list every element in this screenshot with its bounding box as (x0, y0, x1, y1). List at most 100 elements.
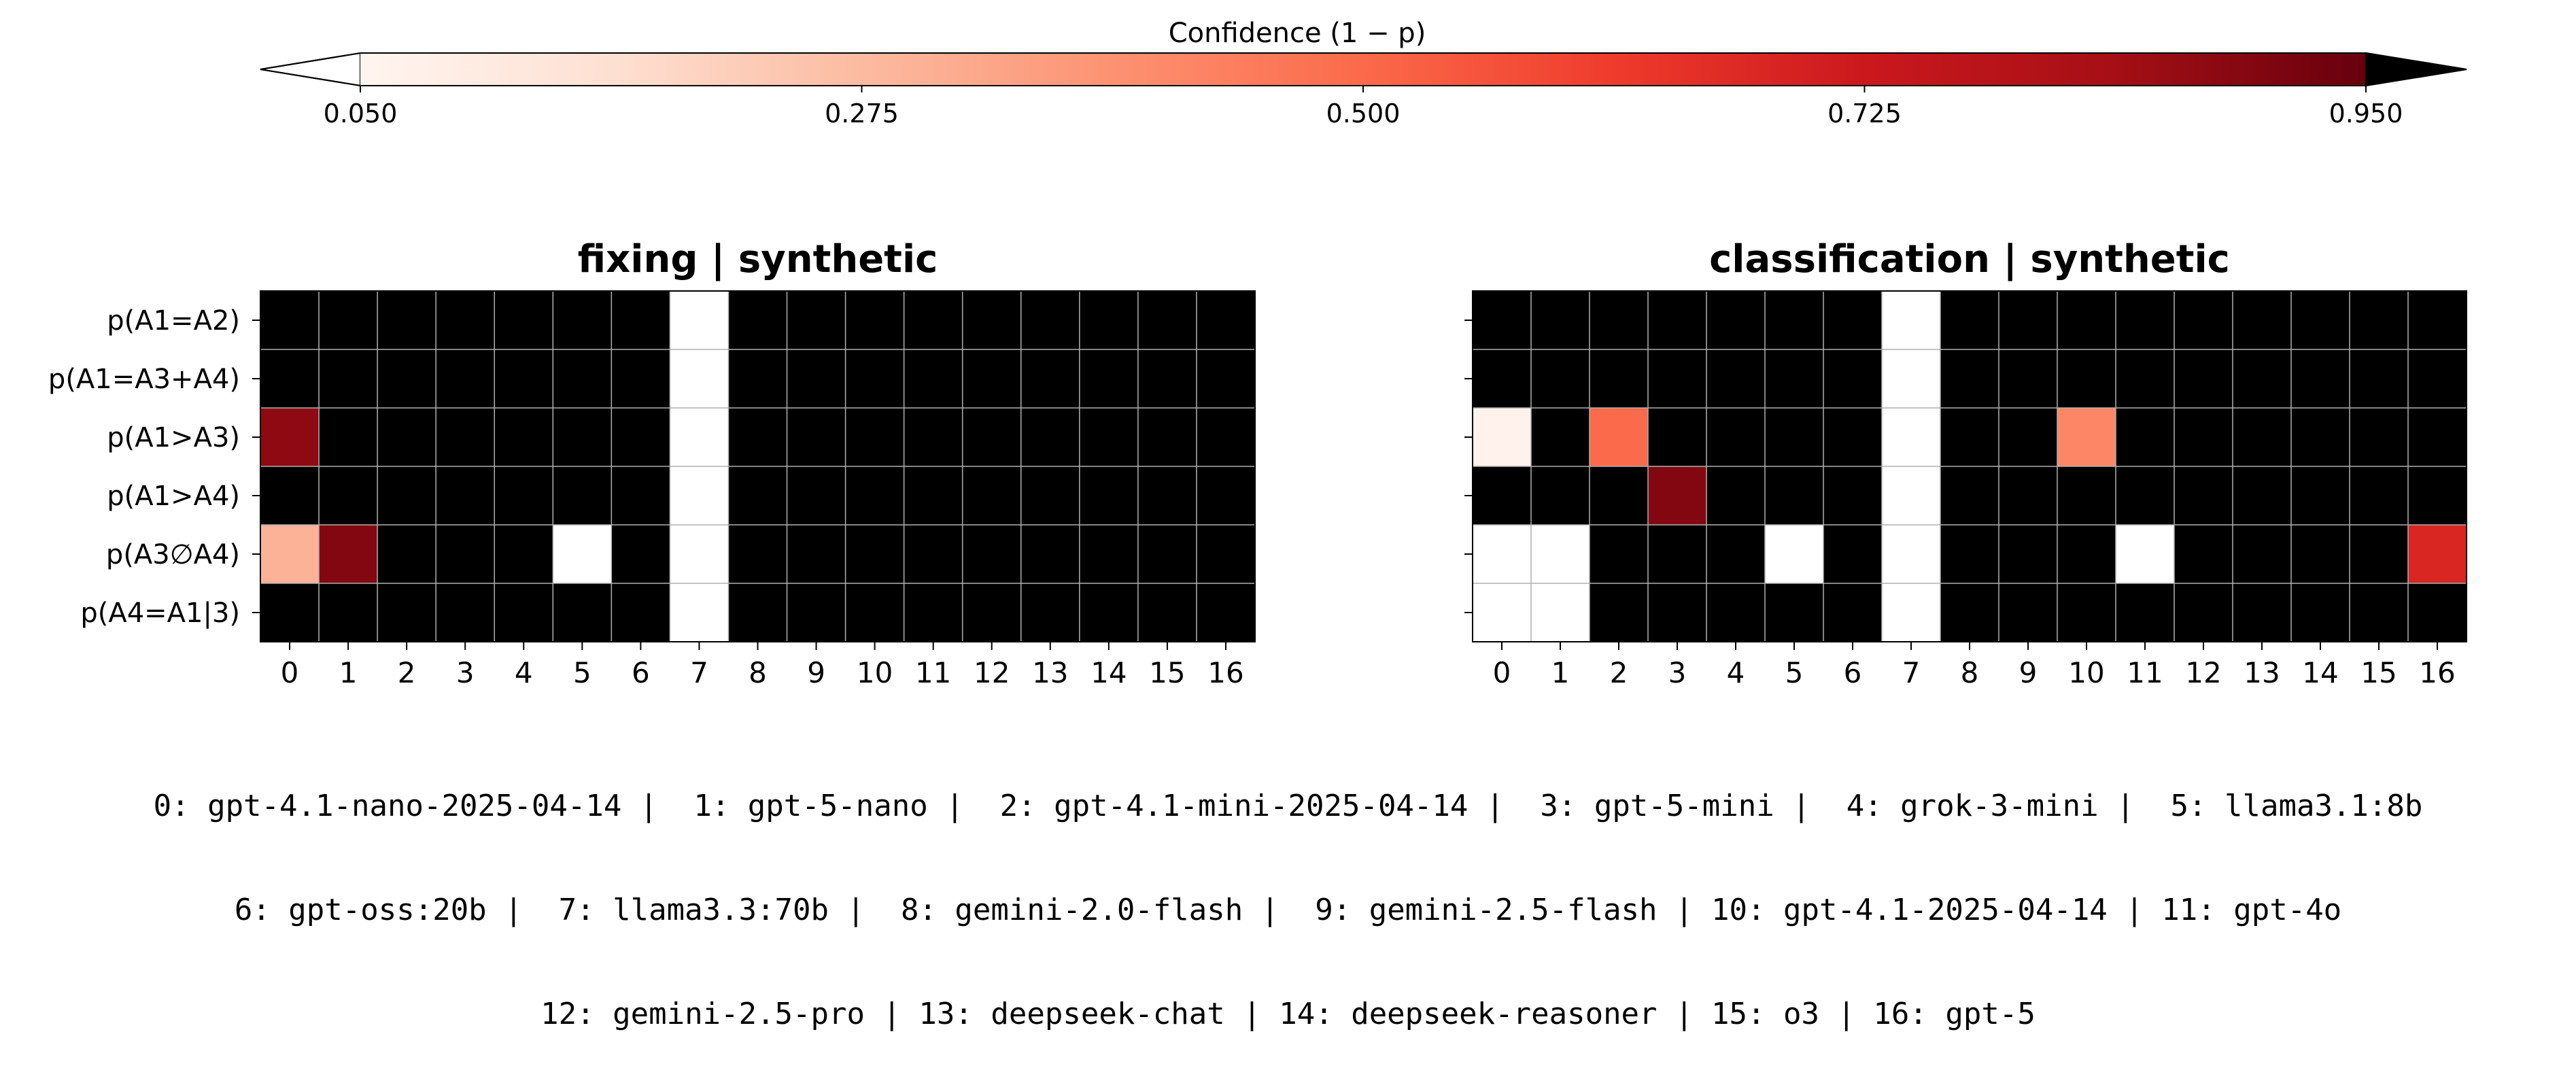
heatmap-cell (2174, 466, 2233, 526)
heatmap-cell (436, 349, 495, 409)
heatmap-cell (1765, 583, 1824, 642)
x-tick-label: 13 (2244, 656, 2280, 689)
heatmap-cell (1648, 525, 1707, 584)
heatmap-cell (260, 525, 320, 584)
heatmap-cell (1531, 291, 1590, 350)
heatmap-cell (1706, 466, 1766, 526)
heatmap-cell (2116, 583, 2175, 642)
heatmap-cell (2291, 583, 2350, 642)
x-tick-label: 7 (1902, 656, 1921, 689)
y-tick-label: p(A3∅A4) (106, 539, 240, 570)
heatmap-cell (787, 466, 846, 526)
heatmap-cell (1137, 525, 1197, 584)
heatmap-cell (1765, 349, 1824, 409)
heatmap-cell (2408, 466, 2467, 526)
heatmap-cell (1940, 525, 1999, 584)
heatmap-cell (1940, 349, 1999, 409)
x-tick-label: 10 (2068, 656, 2104, 689)
heatmap-cell (2233, 408, 2292, 467)
colorbar-tick-label: 0.050 (324, 99, 398, 128)
y-tick-label: p(A1>A3) (107, 422, 240, 453)
heatmap-cell (2350, 349, 2409, 409)
heatmap-cell (1706, 408, 1766, 467)
heatmap-cell (260, 408, 320, 467)
heatmap-cell (2291, 291, 2350, 350)
heatmap-cell (1882, 466, 1941, 526)
heatmap-cell (2057, 583, 2116, 642)
heatmap-cell (1648, 466, 1707, 526)
heatmap-cell (1079, 466, 1139, 526)
heatmap-cell (1531, 408, 1590, 467)
panel-title: classification | synthetic (1709, 237, 2230, 281)
x-tick-label: 2 (1610, 656, 1628, 689)
x-tick-label: 1 (339, 656, 358, 689)
heatmap-cell (787, 408, 846, 467)
heatmap-cell (962, 466, 1022, 526)
heatmap-cell (1590, 525, 1649, 584)
x-tick-label: 2 (398, 656, 416, 689)
heatmap-cell (1882, 525, 1941, 584)
heatmap-cell (2057, 408, 2116, 467)
heatmap-cell (1590, 291, 1649, 350)
heatmap-cell (2350, 583, 2409, 642)
heatmap-cell (1648, 349, 1707, 409)
heatmap-cell (1765, 525, 1824, 584)
heatmap-cell (553, 291, 612, 350)
x-tick-label: 13 (1032, 656, 1068, 689)
heatmap-cell (319, 291, 378, 350)
heatmap-cell (1196, 349, 1256, 409)
heatmap-cell (494, 349, 553, 409)
heatmap-cell (962, 525, 1022, 584)
heatmap-cell (2350, 408, 2409, 467)
model-legend-line: 12: gemini-2.5-pro | 13: deepseek-chat |… (540, 997, 2036, 1031)
heatmap-cell (904, 583, 963, 642)
colorbar-ticks: 0.050 0.275 0.500 0.725 0.950 (324, 86, 2403, 128)
x-tick-label: 16 (2419, 656, 2455, 689)
x-tick-label: 8 (1961, 656, 1979, 689)
heatmap-cell (2291, 349, 2350, 409)
heatmap-cell (377, 291, 436, 350)
heatmap-cell (845, 466, 905, 526)
x-tick-label: 10 (857, 656, 893, 689)
heatmap-cell (494, 583, 553, 642)
x-tick-label: 7 (690, 656, 708, 689)
model-legend: 0: gpt-4.1-nano-2025-04-14 | 1: gpt-5-na… (0, 719, 2576, 1066)
x-tick-label: 0 (1493, 656, 1511, 689)
heatmap-cell (904, 466, 963, 526)
colorbar-over-arrow (2365, 52, 2467, 87)
heatmap-cell (2408, 408, 2467, 467)
heatmap-cell (1531, 466, 1590, 526)
heatmap-cell (1823, 525, 1883, 584)
x-tick-label: 4 (1727, 656, 1745, 689)
heatmap-cell (2291, 466, 2350, 526)
heatmap-cell (260, 466, 320, 526)
heatmap-cell (2174, 408, 2233, 467)
heatmap-cell (1590, 466, 1649, 526)
heatmap-cell (1706, 291, 1766, 350)
heatmap-cell (319, 583, 378, 642)
heatmap-cell (436, 583, 495, 642)
heatmap-cell (553, 408, 612, 467)
heatmap-cell (319, 466, 378, 526)
heatmap-cell (1137, 583, 1197, 642)
x-tick-label: 4 (515, 656, 533, 689)
heatmap-cell (2233, 291, 2292, 350)
heatmap-cell (1590, 583, 1649, 642)
heatmap-cell (319, 408, 378, 467)
heatmap-cell (728, 466, 788, 526)
heatmap-cell (1196, 525, 1256, 584)
heatmap-cell (728, 408, 788, 467)
x-tick-label: 15 (2360, 656, 2397, 689)
model-legend-line: 6: gpt-oss:20b | 7: llama3.3:70b | 8: ge… (234, 893, 2342, 927)
heatmap-cell (1648, 408, 1707, 467)
heatmap-cell (670, 349, 729, 409)
heatmap-cell (962, 583, 1022, 642)
heatmap-cell (436, 291, 495, 350)
heatmap-cell (2350, 291, 2409, 350)
colorbar-tick-label: 0.500 (1326, 99, 1401, 128)
heatmap-cell (1590, 408, 1649, 467)
heatmap-cell (728, 291, 788, 350)
heatmap-cell (1823, 291, 1883, 350)
heatmap-cell (1648, 291, 1707, 350)
